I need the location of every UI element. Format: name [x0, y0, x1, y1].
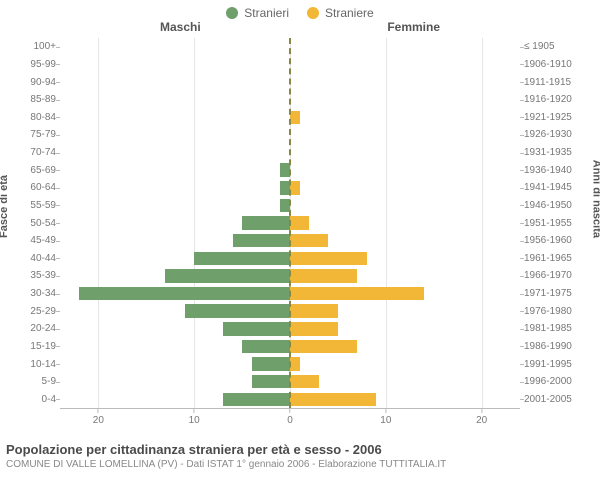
bar-male	[165, 269, 290, 282]
legend: Stranieri Straniere	[0, 0, 600, 20]
age-label: 90-94	[30, 77, 60, 88]
birth-year-label: 1991-1995	[520, 359, 572, 370]
age-label: 10-14	[30, 359, 60, 370]
birth-year-label: 1931-1935	[520, 147, 572, 158]
birth-year-label: 1936-1940	[520, 165, 572, 176]
x-tick: 10	[380, 408, 391, 426]
bar-male	[194, 252, 290, 265]
age-label: 30-34	[30, 288, 60, 299]
bar-female	[290, 375, 319, 388]
population-pyramid-chart: Fasce di età Anni di nascita 100+≤ 19059…	[0, 38, 600, 438]
birth-year-label: 1966-1970	[520, 270, 572, 281]
bar-female	[290, 357, 300, 370]
panel-title-right: Femmine	[387, 20, 440, 34]
bar-male	[223, 393, 290, 406]
bar-male	[223, 322, 290, 335]
bar-female	[290, 393, 376, 406]
birth-year-label: 1971-1975	[520, 288, 572, 299]
x-tick: 0	[287, 408, 293, 426]
age-label: 85-89	[30, 94, 60, 105]
birth-year-label: 1956-1960	[520, 235, 572, 246]
plot-area: 100+≤ 190595-991906-191090-941911-191585…	[60, 38, 520, 408]
x-tick: 20	[476, 408, 487, 426]
bar-female	[290, 181, 300, 194]
bar-female	[290, 287, 424, 300]
age-label: 20-24	[30, 323, 60, 334]
male-swatch-icon	[226, 7, 238, 19]
birth-year-label: 1921-1925	[520, 112, 572, 123]
age-label: 25-29	[30, 306, 60, 317]
bar-male	[252, 375, 290, 388]
panel-titles: Maschi Femmine	[0, 20, 600, 38]
age-label: 80-84	[30, 112, 60, 123]
age-label: 50-54	[30, 218, 60, 229]
birth-year-label: 1981-1985	[520, 323, 572, 334]
legend-item-male: Stranieri	[226, 6, 289, 20]
age-label: 60-64	[30, 182, 60, 193]
chart-title: Popolazione per cittadinanza straniera p…	[6, 442, 594, 457]
bar-female	[290, 304, 338, 317]
legend-item-female: Straniere	[307, 6, 374, 20]
birth-year-label: ≤ 1905	[520, 41, 555, 52]
bar-female	[290, 269, 357, 282]
panel-title-left: Maschi	[160, 20, 201, 34]
x-tick: 10	[189, 408, 200, 426]
x-axis: 20 10 0 10 20	[60, 408, 520, 438]
legend-female-label: Straniere	[325, 6, 374, 20]
bar-male	[79, 287, 290, 300]
y-axis-left-title: Fasce di età	[0, 175, 10, 238]
female-swatch-icon	[307, 7, 319, 19]
age-label: 65-69	[30, 165, 60, 176]
birth-year-label: 1916-1920	[520, 94, 572, 105]
x-tick: 20	[93, 408, 104, 426]
bar-female	[290, 216, 309, 229]
age-label: 75-79	[30, 129, 60, 140]
age-label: 45-49	[30, 235, 60, 246]
birth-year-label: 1996-2000	[520, 376, 572, 387]
age-label: 35-39	[30, 270, 60, 281]
birth-year-label: 1986-1990	[520, 341, 572, 352]
bar-female	[290, 340, 357, 353]
age-label: 70-74	[30, 147, 60, 158]
bar-female	[290, 111, 300, 124]
age-label: 40-44	[30, 253, 60, 264]
bar-male	[242, 216, 290, 229]
age-label: 55-59	[30, 200, 60, 211]
legend-male-label: Stranieri	[244, 6, 289, 20]
birth-year-label: 1976-1980	[520, 306, 572, 317]
chart-footer: Popolazione per cittadinanza straniera p…	[0, 438, 600, 470]
age-label: 95-99	[30, 59, 60, 70]
birth-year-label: 1906-1910	[520, 59, 572, 70]
birth-year-label: 1946-1950	[520, 200, 572, 211]
birth-year-label: 2001-2005	[520, 394, 572, 405]
center-divider	[289, 38, 291, 408]
bar-female	[290, 234, 328, 247]
age-label: 100+	[33, 41, 60, 52]
age-label: 0-4	[42, 394, 60, 405]
bar-male	[185, 304, 290, 317]
age-label: 15-19	[30, 341, 60, 352]
birth-year-label: 1961-1965	[520, 253, 572, 264]
chart-subtitle: COMUNE DI VALLE LOMELLINA (PV) - Dati IS…	[6, 459, 594, 470]
bar-male	[233, 234, 291, 247]
birth-year-label: 1951-1955	[520, 218, 572, 229]
bar-female	[290, 252, 367, 265]
birth-year-label: 1941-1945	[520, 182, 572, 193]
birth-year-label: 1911-1915	[520, 77, 571, 88]
bar-male	[252, 357, 290, 370]
y-axis-right-title: Anni di nascita	[590, 160, 600, 238]
bar-female	[290, 322, 338, 335]
bar-male	[242, 340, 290, 353]
age-label: 5-9	[42, 376, 60, 387]
birth-year-label: 1926-1930	[520, 129, 572, 140]
